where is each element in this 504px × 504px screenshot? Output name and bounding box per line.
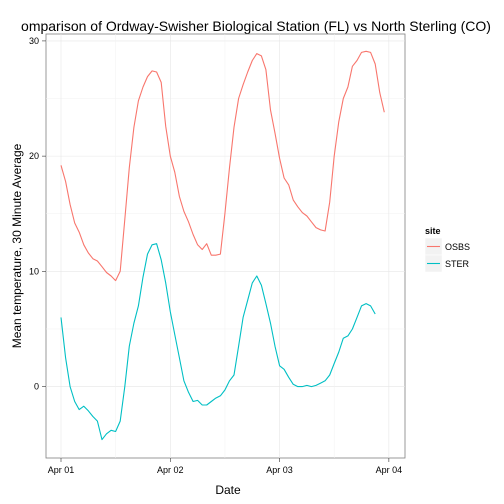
x-tick-label: Apr 01: [48, 465, 75, 475]
series-line-osbs: [60, 50, 385, 282]
legend-title: site: [425, 226, 441, 236]
grid-lines: [46, 34, 405, 458]
series-line-ster: [60, 243, 376, 441]
x-axis: Apr 01 Apr 02 Apr 03 Apr 04: [48, 458, 402, 475]
x-tick-label: Apr 02: [157, 465, 184, 475]
series-lines: [60, 50, 385, 441]
legend-label-ster: STER: [445, 259, 470, 269]
plot-panel: [45, 33, 406, 459]
y-tick-label: 10: [29, 266, 39, 276]
y-axis: 0 10 20 30: [29, 36, 46, 392]
x-tick-label: Apr 04: [376, 465, 403, 475]
x-tick-label: Apr 03: [266, 465, 293, 475]
y-axis-title: Mean temperature, 30 Minute Average: [10, 143, 24, 348]
legend-label-osbs: OSBS: [445, 242, 470, 252]
x-axis-title: Date: [215, 483, 241, 497]
y-tick-label: 0: [34, 382, 39, 392]
y-tick-label: 30: [29, 36, 39, 46]
chart-title: omparison of Ordway-Swisher Biological S…: [21, 18, 491, 34]
y-tick-label: 20: [29, 151, 39, 161]
legend: site OSBS STER: [424, 226, 470, 273]
